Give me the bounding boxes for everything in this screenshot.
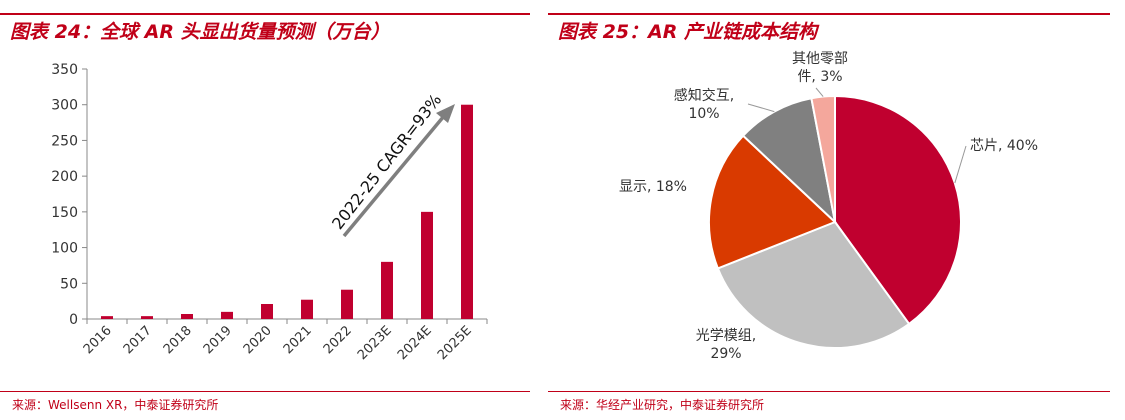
bar: [341, 289, 353, 319]
y-tick-label: 100: [51, 241, 78, 257]
y-tick-label: 150: [51, 205, 78, 221]
bar: [221, 311, 233, 319]
x-tick-label: 2020: [241, 323, 275, 357]
pie-slice: [834, 94, 962, 326]
cagr-arrow-head: [436, 104, 455, 123]
x-tick-label: 2016: [81, 323, 115, 357]
cagr-annotation: 2022-25 CAGR=93%: [328, 90, 445, 233]
pie-leader-line: [954, 145, 967, 184]
y-tick-label: 0: [69, 312, 78, 328]
pie-slice: [708, 134, 837, 270]
bar: [101, 316, 113, 319]
pie-leader-line: [747, 103, 775, 113]
x-tick-label: 2024E: [395, 323, 435, 363]
shipment-chart-panel: 图表 24：全球 AR 头显出货量预测（万台） 0 50 100 150 200 250 3…: [0, 0, 530, 420]
pie-chart: 芯片, 40% 光学模组, 29% 显示, 18% 感知交互, 10% 其他零部件, 3%: [619, 51, 1038, 362]
title-rule: [548, 13, 1110, 15]
bar: [381, 261, 393, 319]
chart-title: 图表 25：AR 产业链成本结构: [558, 21, 818, 43]
x-tick-label: 2022: [321, 323, 355, 357]
pie-slice: [741, 97, 837, 225]
cost-structure-panel: 图表 25：AR 产业链成本结构 芯片, 40% 光学模组, 29% 显示, 18% 感…: [548, 0, 1110, 420]
x-tick-label: 2017: [121, 323, 155, 357]
source-rule: [0, 391, 530, 392]
bar: [141, 316, 153, 319]
x-tick-label: 2023E: [355, 323, 395, 363]
source-note: 来源：Wellsenn XR，中泰证券研究所: [12, 398, 219, 412]
x-tick-label: 2021: [281, 323, 315, 357]
cagr-arrow: [342, 114, 446, 238]
chart-title: 图表 24：全球 AR 头显出货量预测（万台）: [10, 21, 390, 43]
bar: [181, 314, 193, 319]
source-rule: [548, 391, 1110, 392]
x-tick-label: 2018: [161, 323, 195, 357]
bar: [461, 104, 473, 319]
y-tick-label: 200: [51, 169, 78, 185]
pie-data-label: 感知交互, 10%: [674, 87, 734, 122]
pie-data-label: 其他零部件, 3%: [792, 51, 848, 85]
bar: [301, 299, 313, 319]
pie-slice: [716, 220, 911, 349]
pie-data-label: 光学模组, 29%: [696, 328, 756, 362]
pie-slice: [810, 94, 836, 223]
pie-data-label: 显示, 18%: [619, 179, 687, 195]
pie-data-label: 芯片, 40%: [970, 138, 1038, 154]
bar: [421, 211, 433, 319]
source-note: 来源：华经产业研究，中泰证券研究所: [560, 398, 765, 412]
title-rule: [0, 13, 530, 15]
pie-leader-line: [815, 87, 824, 97]
x-tick-label: 2025E: [435, 323, 475, 363]
y-tick-label: 250: [51, 133, 78, 149]
x-tick-label: 2019: [201, 323, 235, 357]
y-tick-label: 350: [51, 62, 78, 78]
bar: [261, 304, 273, 319]
y-tick-label: 300: [51, 98, 78, 114]
y-tick-label: 50: [60, 276, 78, 292]
